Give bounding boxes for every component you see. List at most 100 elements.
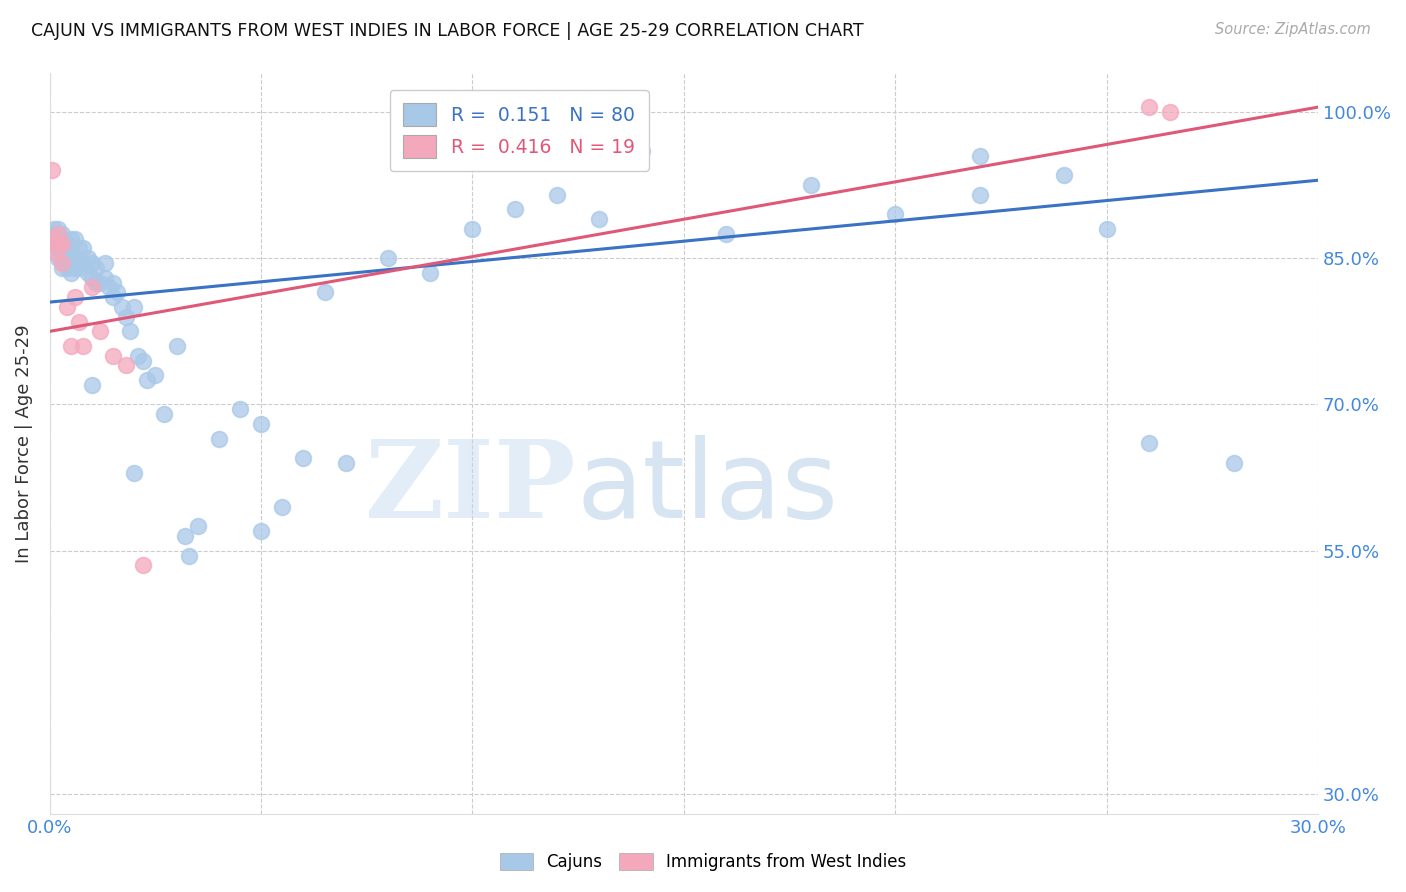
Point bbox=[46, 227, 69, 241]
Point bbox=[46, 222, 69, 236]
Point bbox=[271, 500, 294, 514]
Point bbox=[166, 339, 188, 353]
Y-axis label: In Labor Force | Age 25-29: In Labor Force | Age 25-29 bbox=[15, 324, 32, 563]
Point bbox=[80, 270, 103, 285]
Point bbox=[72, 242, 94, 256]
Point bbox=[969, 149, 991, 163]
Point bbox=[45, 246, 67, 260]
Point bbox=[714, 227, 737, 241]
Point bbox=[127, 349, 149, 363]
Point bbox=[89, 276, 111, 290]
Point bbox=[503, 202, 526, 217]
Text: atlas: atlas bbox=[576, 435, 838, 541]
Point bbox=[1137, 100, 1160, 114]
Point bbox=[101, 276, 124, 290]
Point bbox=[76, 252, 98, 266]
Point bbox=[114, 359, 136, 373]
Point bbox=[105, 285, 128, 300]
Point bbox=[546, 187, 568, 202]
Point bbox=[63, 290, 86, 304]
Point bbox=[76, 266, 98, 280]
Point bbox=[131, 558, 153, 573]
Point bbox=[884, 207, 907, 221]
Point bbox=[51, 236, 73, 251]
Point bbox=[174, 529, 197, 543]
Point bbox=[41, 232, 63, 246]
Point bbox=[1137, 436, 1160, 450]
Point bbox=[51, 246, 73, 260]
Point bbox=[46, 232, 69, 246]
Point bbox=[335, 456, 357, 470]
Point bbox=[46, 252, 69, 266]
Point bbox=[292, 451, 315, 466]
Point bbox=[59, 266, 82, 280]
Text: CAJUN VS IMMIGRANTS FROM WEST INDIES IN LABOR FORCE | AGE 25-29 CORRELATION CHAR: CAJUN VS IMMIGRANTS FROM WEST INDIES IN … bbox=[31, 22, 863, 40]
Point bbox=[187, 519, 209, 533]
Point bbox=[314, 285, 336, 300]
Point bbox=[588, 212, 610, 227]
Point bbox=[45, 232, 67, 246]
Point bbox=[67, 260, 90, 275]
Point bbox=[153, 407, 176, 421]
Point bbox=[55, 246, 77, 260]
Point bbox=[93, 270, 115, 285]
Point bbox=[67, 315, 90, 329]
Point bbox=[46, 242, 69, 256]
Point bbox=[131, 353, 153, 368]
Point bbox=[42, 222, 65, 236]
Point bbox=[80, 378, 103, 392]
Point bbox=[51, 232, 73, 246]
Point bbox=[179, 549, 201, 563]
Point bbox=[122, 300, 145, 314]
Point bbox=[118, 324, 141, 338]
Point bbox=[80, 256, 103, 270]
Point bbox=[59, 339, 82, 353]
Point bbox=[84, 276, 107, 290]
Point bbox=[250, 417, 273, 431]
Point bbox=[250, 524, 273, 539]
Point bbox=[46, 236, 69, 251]
Point bbox=[63, 260, 86, 275]
Point bbox=[55, 300, 77, 314]
Point bbox=[59, 232, 82, 246]
Point bbox=[1159, 105, 1181, 120]
Point bbox=[41, 163, 63, 178]
Point bbox=[97, 280, 120, 294]
Point bbox=[42, 227, 65, 241]
Point bbox=[51, 242, 73, 256]
Point bbox=[55, 260, 77, 275]
Point bbox=[55, 236, 77, 251]
Point bbox=[93, 256, 115, 270]
Point bbox=[969, 187, 991, 202]
Point bbox=[51, 256, 73, 270]
Point bbox=[63, 252, 86, 266]
Point bbox=[1095, 222, 1118, 236]
Point bbox=[208, 432, 231, 446]
Point bbox=[110, 300, 132, 314]
Point bbox=[45, 236, 67, 251]
Point bbox=[59, 256, 82, 270]
Point bbox=[72, 339, 94, 353]
Point bbox=[461, 222, 484, 236]
Text: Source: ZipAtlas.com: Source: ZipAtlas.com bbox=[1215, 22, 1371, 37]
Point bbox=[72, 256, 94, 270]
Point bbox=[229, 402, 252, 417]
Point bbox=[122, 466, 145, 480]
Point bbox=[145, 368, 167, 383]
Point bbox=[42, 232, 65, 246]
Point bbox=[59, 242, 82, 256]
Point bbox=[1053, 169, 1076, 183]
Legend: Cajuns, Immigrants from West Indies: Cajuns, Immigrants from West Indies bbox=[492, 845, 914, 880]
Point bbox=[101, 349, 124, 363]
Point bbox=[377, 252, 399, 266]
Point bbox=[630, 144, 652, 158]
Point bbox=[89, 324, 111, 338]
Legend: R =  0.151   N = 80, R =  0.416   N = 19: R = 0.151 N = 80, R = 0.416 N = 19 bbox=[389, 90, 648, 171]
Point bbox=[51, 260, 73, 275]
Point bbox=[101, 290, 124, 304]
Point bbox=[80, 280, 103, 294]
Point bbox=[800, 178, 823, 193]
Point bbox=[63, 232, 86, 246]
Point bbox=[84, 260, 107, 275]
Point bbox=[67, 242, 90, 256]
